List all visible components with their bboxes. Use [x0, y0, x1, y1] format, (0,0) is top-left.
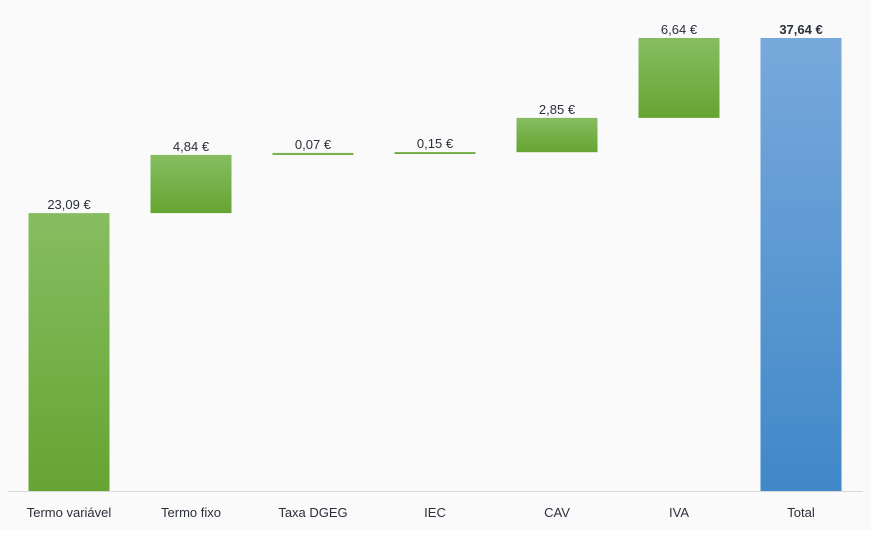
value-labels-group: 23,09 € 4,84 € 0,07 € 0,15 € 2,85 € 6,64 € 37,…	[47, 22, 822, 212]
bar-6	[638, 38, 720, 118]
value-label-6: 6,64 €	[661, 22, 698, 37]
bar-total	[760, 38, 842, 491]
tick-labels-group: Termo variável Termo fixo Taxa DGEG IEC CAV I…	[27, 505, 815, 520]
bars-group	[28, 38, 842, 491]
value-label-4: 0,15 €	[417, 136, 454, 151]
x-tick-label-1: Termo variável	[27, 505, 112, 520]
value-label-total: 37,64 €	[779, 22, 822, 37]
value-label-2: 4,84 €	[173, 139, 210, 154]
x-tick-label-7: Total	[787, 505, 815, 520]
value-label-3: 0,07 €	[295, 137, 332, 152]
x-tick-label-2: Termo fixo	[161, 505, 221, 520]
bar-3	[272, 152, 354, 155]
bar-2	[150, 154, 232, 214]
value-label-1: 23,09 €	[47, 197, 91, 212]
x-tick-label-6: IVA	[669, 505, 689, 520]
x-tick-label-3: Taxa DGEG	[278, 505, 347, 520]
bar-5	[516, 117, 598, 153]
x-tick-label-5: CAV	[544, 505, 570, 520]
x-tick-label-4: IEC	[424, 505, 446, 520]
bar-4	[394, 152, 476, 154]
value-label-5: 2,85 €	[539, 102, 576, 117]
bar-1	[28, 213, 110, 491]
